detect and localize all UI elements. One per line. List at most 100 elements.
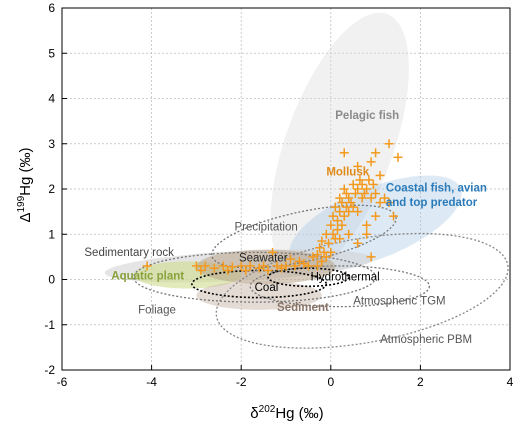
data-point bbox=[290, 261, 300, 271]
data-point bbox=[368, 179, 378, 189]
data-point bbox=[200, 261, 210, 271]
data-point bbox=[328, 229, 338, 239]
data-points bbox=[142, 139, 403, 275]
region-label: Seawater bbox=[239, 252, 288, 264]
data-point bbox=[326, 247, 336, 257]
axes: -6 -4 -2 0 2 4 -2 -1 0 1 2 3 4 5 6 bbox=[44, 1, 513, 389]
data-point bbox=[241, 265, 251, 275]
data-point bbox=[344, 193, 354, 203]
data-point bbox=[321, 252, 331, 262]
data-point bbox=[218, 261, 228, 271]
data-point bbox=[366, 252, 376, 262]
region-ellipses bbox=[104, 12, 509, 349]
data-point bbox=[312, 250, 322, 260]
region-label: Aquatic plant bbox=[111, 271, 184, 283]
region-label: and top predator bbox=[386, 197, 478, 209]
data-point bbox=[317, 236, 327, 246]
data-point bbox=[303, 261, 313, 271]
data-point bbox=[281, 261, 291, 271]
region-atmospheric-tgm bbox=[249, 265, 431, 308]
data-point bbox=[330, 202, 340, 212]
region-label: Atmospheric PBM bbox=[380, 334, 472, 346]
data-point bbox=[366, 157, 376, 167]
region-precipitation bbox=[211, 204, 397, 269]
data-point bbox=[209, 263, 219, 273]
data-point bbox=[371, 211, 381, 221]
data-point bbox=[344, 229, 354, 239]
data-point bbox=[366, 193, 376, 203]
y-tick-label: 2 bbox=[48, 182, 55, 196]
data-point bbox=[339, 184, 349, 194]
region-label: Sediment bbox=[277, 302, 329, 314]
data-point bbox=[236, 261, 246, 271]
data-point bbox=[362, 220, 372, 230]
data-point bbox=[355, 175, 365, 185]
region-pelagic-fish bbox=[270, 12, 409, 275]
region-atmospheric-pbm bbox=[215, 232, 509, 349]
data-point bbox=[324, 238, 334, 248]
data-point bbox=[362, 229, 372, 239]
data-point bbox=[259, 261, 269, 271]
data-point bbox=[350, 189, 360, 199]
region-label: Coastal fish, avian bbox=[386, 182, 487, 194]
data-point bbox=[384, 198, 394, 208]
data-point bbox=[380, 193, 390, 203]
data-point bbox=[337, 220, 347, 230]
data-point bbox=[227, 262, 237, 272]
region-label: Sedimentary rock bbox=[84, 247, 174, 259]
region-coal bbox=[191, 269, 328, 299]
data-point bbox=[191, 261, 201, 271]
x-axis-title-rest: Hg (‰) bbox=[275, 405, 323, 422]
region-label: Precipitation bbox=[234, 222, 297, 234]
region-labels: Pelagic fish Mollusk Coastal fish, avian an… bbox=[84, 110, 486, 346]
data-point bbox=[333, 225, 343, 235]
data-point bbox=[344, 207, 354, 217]
data-point bbox=[333, 216, 343, 226]
data-point bbox=[353, 184, 363, 194]
x-tick-label: 4 bbox=[507, 375, 514, 389]
grid-lines bbox=[62, 8, 510, 370]
y-tick-label: 0 bbox=[48, 273, 55, 287]
data-point bbox=[348, 202, 358, 212]
data-point bbox=[335, 234, 345, 244]
data-point bbox=[245, 261, 255, 271]
x-axis-title-symbol: δ bbox=[250, 405, 258, 422]
x-tick-label: -4 bbox=[146, 375, 157, 389]
data-point bbox=[393, 152, 403, 162]
region-label: Atmospheric TGM bbox=[353, 295, 445, 307]
data-point bbox=[384, 139, 394, 149]
y-tick-label: 3 bbox=[48, 137, 55, 151]
data-point bbox=[375, 198, 385, 208]
y-tick-label: 4 bbox=[48, 92, 55, 106]
data-point bbox=[328, 211, 338, 221]
x-axis-title: δ202Hg (‰) bbox=[250, 404, 323, 422]
data-point bbox=[335, 207, 345, 217]
region-coastal-fish-avian-and-top-predator bbox=[289, 175, 462, 271]
data-point bbox=[357, 193, 367, 203]
y-axis-title: Δ199Hg (‰) bbox=[16, 147, 34, 222]
x-tick-label: -6 bbox=[57, 375, 68, 389]
x-tick-label: -2 bbox=[236, 375, 247, 389]
data-point bbox=[371, 189, 381, 199]
data-point bbox=[357, 179, 367, 189]
y-tick-label: 6 bbox=[48, 1, 55, 15]
data-point bbox=[348, 179, 358, 189]
data-point bbox=[337, 198, 347, 208]
data-point bbox=[346, 198, 356, 208]
data-point bbox=[326, 220, 336, 230]
data-point bbox=[353, 207, 363, 217]
data-point bbox=[389, 211, 399, 221]
data-point bbox=[317, 256, 327, 266]
x-tick-label: 0 bbox=[327, 375, 334, 389]
x-tick-label: 2 bbox=[417, 375, 424, 389]
region-label: Pelagic fish bbox=[335, 110, 399, 122]
data-point bbox=[375, 170, 385, 180]
data-point bbox=[364, 175, 374, 185]
region-label: Mollusk bbox=[326, 166, 369, 178]
data-point bbox=[285, 254, 295, 264]
data-point bbox=[339, 211, 349, 221]
region-label: Foliage bbox=[138, 304, 176, 316]
data-point bbox=[315, 243, 325, 253]
data-point bbox=[263, 265, 273, 275]
